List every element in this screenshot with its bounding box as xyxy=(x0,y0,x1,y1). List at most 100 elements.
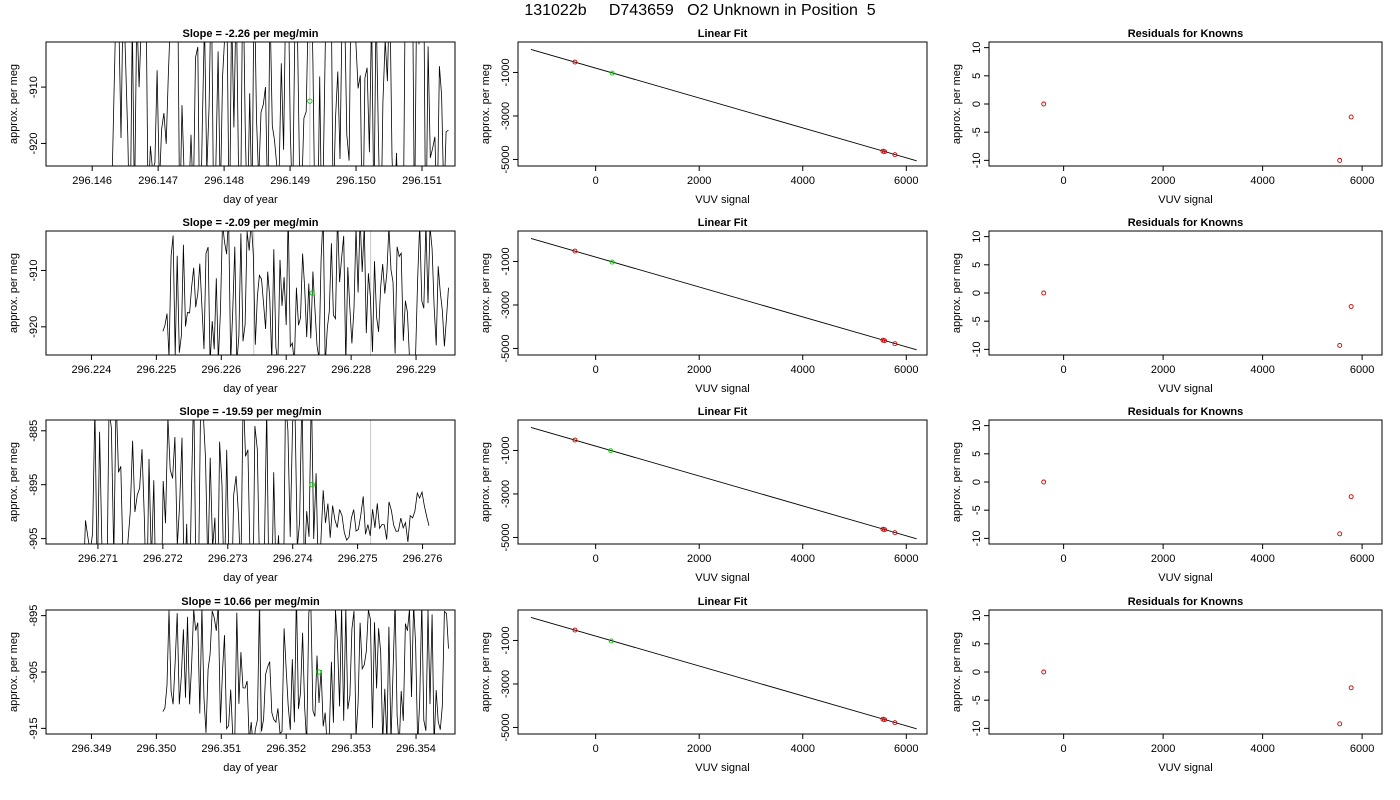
y-tick-label: -1000 xyxy=(500,58,512,86)
x-tick-label: 0 xyxy=(593,743,599,755)
y-tick-label: -905 xyxy=(28,528,40,550)
known-point xyxy=(1337,721,1343,727)
fit-line xyxy=(530,48,917,162)
y-tick-label: -895 xyxy=(28,474,40,496)
x-axis-label: day of year xyxy=(223,194,278,206)
x-axis-label: VUV signal xyxy=(695,762,749,774)
plot-area xyxy=(84,420,430,544)
x-tick-label: 296.228 xyxy=(331,364,371,376)
known-point xyxy=(1041,479,1047,485)
x-axis-label: VUV signal xyxy=(695,194,749,206)
x-tick-label: 0 xyxy=(593,553,599,565)
y-tick-label: -3000 xyxy=(500,291,512,319)
x-tick-label: 2000 xyxy=(687,364,711,376)
x-tick-label: 0 xyxy=(1061,743,1067,755)
x-tick-label: 296.272 xyxy=(143,553,183,565)
y-axis-label: approx. per meg xyxy=(8,632,20,712)
x-tick-label: 4000 xyxy=(1250,743,1274,755)
x-tick-label: 296.271 xyxy=(78,553,118,565)
y-tick-label: -5000 xyxy=(500,145,512,173)
page-title: 131022b D743659 O2 Unknown in Position 5 xyxy=(524,2,876,19)
y-tick-label: 5 xyxy=(971,451,983,457)
x-tick-label: 296.147 xyxy=(138,175,178,187)
known-point xyxy=(1041,290,1047,296)
known-point xyxy=(1041,101,1047,107)
known-point xyxy=(892,530,898,536)
x-tick-label: 296.149 xyxy=(270,175,310,187)
plot-area xyxy=(1041,290,1354,348)
plot-area xyxy=(530,426,917,540)
known-point xyxy=(882,717,887,723)
x-axis-label: VUV signal xyxy=(1158,762,1212,774)
y-tick-label: -5000 xyxy=(500,334,512,362)
y-tick-label: -3000 xyxy=(500,670,512,698)
y-tick-label: -10 xyxy=(971,341,983,357)
x-tick-label: 2000 xyxy=(687,175,711,187)
x-tick-label: 6000 xyxy=(1350,175,1374,187)
unknown-point xyxy=(608,448,614,454)
panel-title: Linear Fit xyxy=(698,406,748,418)
y-tick-label: 10 xyxy=(971,231,983,243)
plot-area xyxy=(530,616,917,730)
x-tick-label: 2000 xyxy=(1151,553,1175,565)
y-tick-label: 5 xyxy=(971,262,983,268)
x-tick-label: 296.350 xyxy=(136,743,176,755)
panel-title: Residuals for Knowns xyxy=(1128,28,1244,40)
y-tick-label: -10 xyxy=(971,530,983,546)
y-tick-label: 10 xyxy=(971,610,983,622)
known-point xyxy=(572,59,578,65)
y-tick-label: 0 xyxy=(971,479,983,485)
panel-title: Linear Fit xyxy=(698,28,748,40)
known-point xyxy=(1337,342,1343,348)
known-point xyxy=(892,152,898,158)
unknown-point xyxy=(609,70,615,76)
y-tick-label: -920 xyxy=(28,316,40,338)
x-tick-label: 296.275 xyxy=(338,553,378,565)
x-tick-label: 296.274 xyxy=(273,553,313,565)
x-tick-label: 2000 xyxy=(687,743,711,755)
plot-area xyxy=(162,610,449,734)
y-tick-label: 5 xyxy=(971,73,983,79)
y-tick-label: -895 xyxy=(28,605,40,627)
panel-4: Slope = -2.09 per meg/min 296.224 296.225 2… xyxy=(8,217,456,395)
y-tick-label: 10 xyxy=(971,420,983,432)
plot-area xyxy=(530,48,917,162)
x-tick-label: 296.150 xyxy=(336,175,376,187)
known-point xyxy=(1041,669,1047,675)
panel-8: Linear Fit 0 2000 4000 6000 -5000 -3000 -1000 VU… xyxy=(480,406,928,584)
y-tick-label: -5 xyxy=(971,505,983,515)
y-tick-label: -1000 xyxy=(500,626,512,654)
x-tick-label: 0 xyxy=(593,175,599,187)
known-point xyxy=(882,338,887,344)
plot-frame xyxy=(988,419,1383,545)
y-axis-label: approx. per meg xyxy=(480,253,492,333)
x-tick-label: 6000 xyxy=(894,743,918,755)
unknown-point xyxy=(608,638,614,644)
y-tick-label: -3000 xyxy=(500,480,512,508)
x-tick-label: 0 xyxy=(1061,364,1067,376)
x-tick-label: 2000 xyxy=(1151,743,1175,755)
y-tick-label: -5000 xyxy=(500,523,512,551)
panel-title: Slope = 10.66 per meg/min xyxy=(181,596,320,608)
y-tick-label: -910 xyxy=(28,259,40,281)
unknown-mean-point xyxy=(309,290,315,296)
y-tick-label: -5 xyxy=(971,695,983,705)
fit-line xyxy=(530,426,917,540)
known-point xyxy=(1337,157,1343,163)
y-tick-label: -5000 xyxy=(500,713,512,741)
x-tick-label: 296.226 xyxy=(201,364,241,376)
y-tick-label: -910 xyxy=(28,76,40,98)
known-point xyxy=(892,720,898,726)
y-tick-label: 10 xyxy=(971,42,983,54)
known-point xyxy=(572,627,578,633)
x-axis-label: VUV signal xyxy=(1158,383,1212,395)
unknown-mean-point xyxy=(316,669,322,675)
x-tick-label: 296.146 xyxy=(72,175,112,187)
y-axis-label: approx. per meg xyxy=(8,64,20,144)
plot-area xyxy=(530,237,917,351)
data-trace xyxy=(112,42,449,166)
panel-9: Residuals for Knowns 0 2000 4000 6000 -10 -5 0 5… xyxy=(951,406,1383,584)
y-axis-label: approx. per meg xyxy=(480,632,492,712)
y-tick-label: -5 xyxy=(971,316,983,326)
known-point xyxy=(882,527,887,533)
